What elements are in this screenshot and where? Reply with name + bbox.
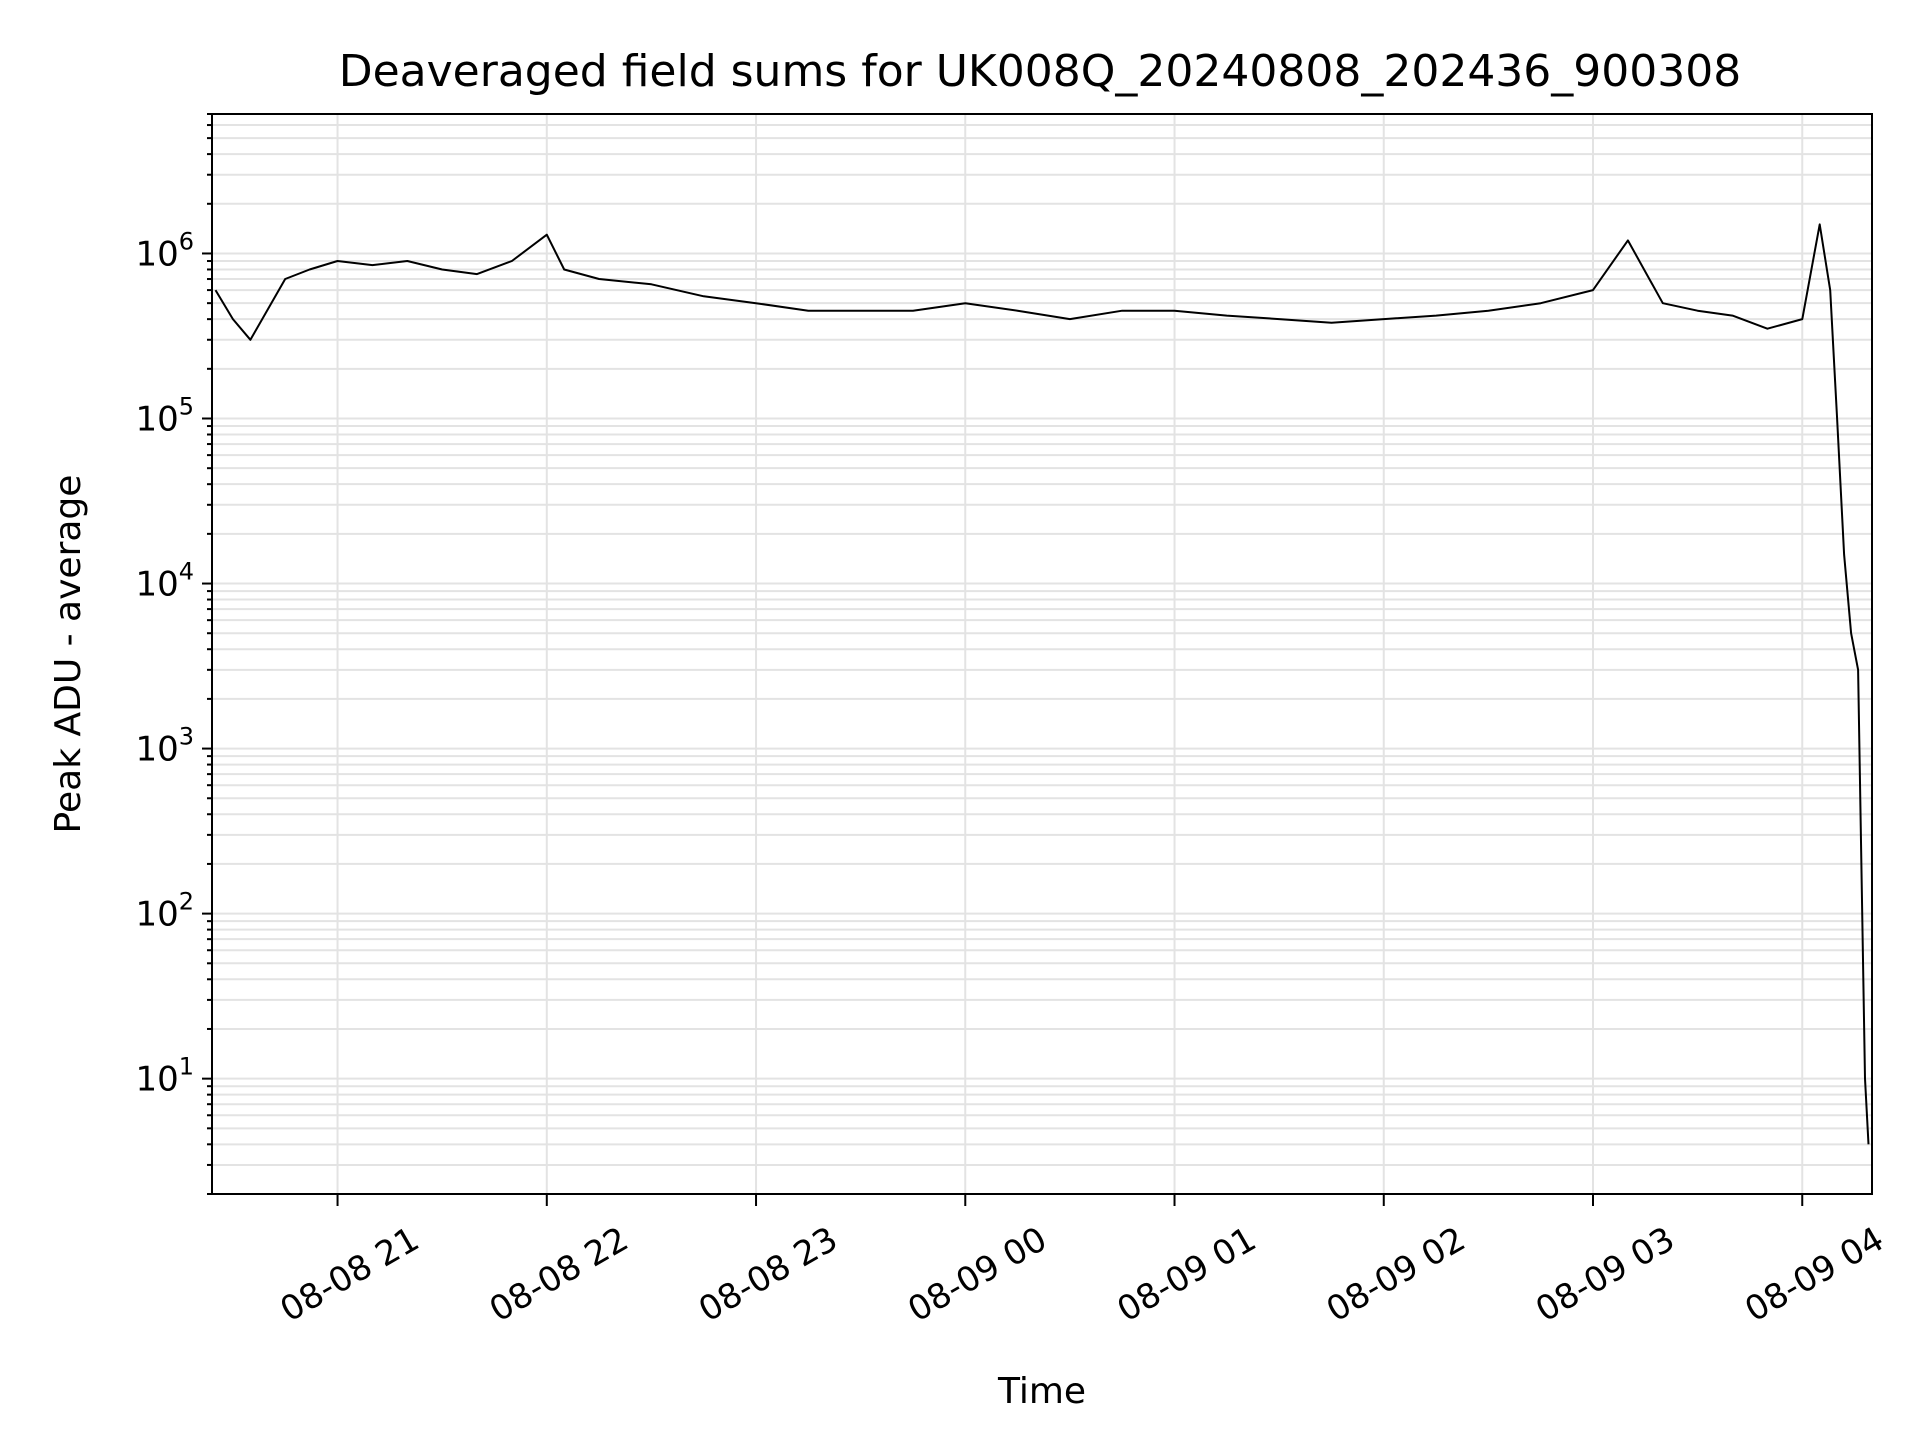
x-tick-label: 08-08 21 [274, 1219, 426, 1330]
x-tick-label: 08-09 01 [1111, 1219, 1263, 1330]
y-tick-label: 104 [135, 558, 194, 605]
x-axis-label: Time [997, 1371, 1086, 1412]
series-layer [214, 223, 1870, 1145]
y-tick-label: 106 [135, 227, 194, 274]
plot-frame [211, 113, 1873, 1195]
y-tick-label: 103 [135, 723, 194, 770]
x-tick-label: 08-09 03 [1529, 1219, 1681, 1330]
y-tick-label: 101 [135, 1053, 194, 1100]
x-tick-label: 08-08 22 [483, 1219, 635, 1330]
y-tick-label: 105 [135, 393, 194, 440]
x-tick-label: 08-09 00 [901, 1219, 1053, 1330]
y-tick-label: 102 [135, 888, 194, 935]
axis-ticks: 101 102 103 104 105 106 08-08 21 08-08 22 08-08 … [135, 113, 1891, 1330]
y-axis-label: Peak ADU - average [48, 475, 89, 834]
x-tick-label: 08-09 04 [1738, 1219, 1890, 1330]
series-line [214, 223, 1870, 1145]
grid-lines [212, 113, 1872, 1195]
chart-title: Deaveraged field sums for UK008Q_2024080… [339, 46, 1742, 97]
x-tick-label: 08-09 02 [1320, 1219, 1472, 1330]
x-tick-label: 08-08 23 [692, 1219, 844, 1330]
